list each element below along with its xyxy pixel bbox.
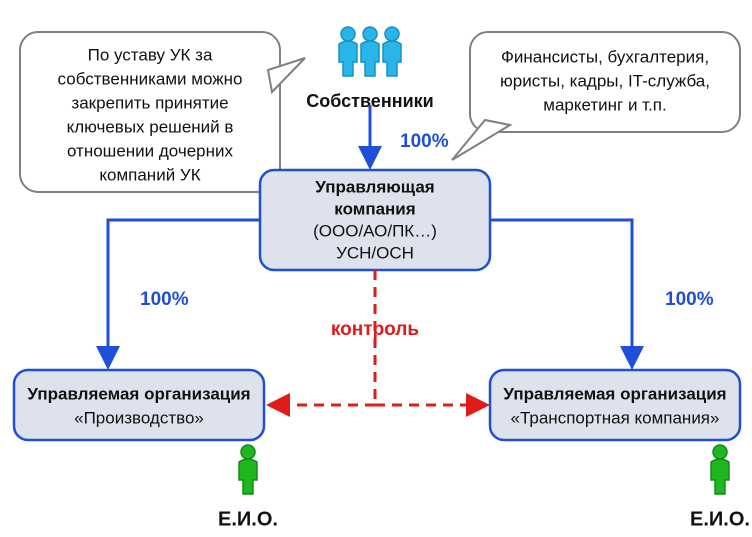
eio-right-label: Е.И.О. (690, 508, 750, 530)
speech-bubble-right: Финансисты, бухгалтерия, юристы, кадры, I… (452, 32, 740, 160)
svg-text:компаний УК: компаний УК (99, 165, 200, 184)
pct-left: 100% (140, 289, 189, 310)
speech-right-tail (452, 120, 510, 160)
owners-icon (339, 27, 401, 76)
edge-mgmt-to-right (490, 220, 632, 366)
svg-text:УСН/ОСН: УСН/ОСН (336, 243, 414, 262)
svg-text:ключевых решений в: ключевых решений в (67, 117, 234, 136)
svg-text:Управляемая организация: Управляемая организация (503, 384, 726, 403)
svg-text:маркетинг и т.п.: маркетинг и т.п. (543, 95, 666, 114)
svg-text:компания: компания (334, 199, 415, 218)
svg-text:По уставу УК за: По уставу УК за (88, 45, 213, 64)
control-label: контроль (331, 319, 419, 340)
svg-text:собственниками можно: собственниками можно (58, 69, 243, 88)
eio-left-label: Е.И.О. (218, 508, 278, 530)
eio-right-icon (711, 445, 729, 494)
svg-text:«Транспортная компания»: «Транспортная компания» (511, 408, 720, 427)
svg-text:(ООО/АО/ПК…): (ООО/АО/ПК…) (313, 221, 437, 240)
node-managed-transport (490, 370, 740, 440)
pct-top: 100% (400, 131, 449, 152)
svg-text:юристы, кадры, IT-служба,: юристы, кадры, IT-служба, (500, 71, 710, 90)
svg-text:Финансисты, бухгалтерия,: Финансисты, бухгалтерия, (501, 47, 709, 66)
svg-text:Управляющая: Управляющая (315, 177, 434, 196)
node-managed-production (14, 370, 264, 440)
svg-text:«Производство»: «Производство» (74, 408, 204, 427)
svg-text:Управляемая организация: Управляемая организация (27, 384, 250, 403)
speech-bubble-left: По уставу УК за собственниками можно закре… (20, 32, 305, 192)
eio-left-icon (239, 445, 257, 494)
svg-text:отношении дочерних: отношении дочерних (67, 141, 234, 160)
svg-text:закрепить принятие: закрепить принятие (71, 93, 228, 112)
pct-right: 100% (665, 289, 714, 310)
